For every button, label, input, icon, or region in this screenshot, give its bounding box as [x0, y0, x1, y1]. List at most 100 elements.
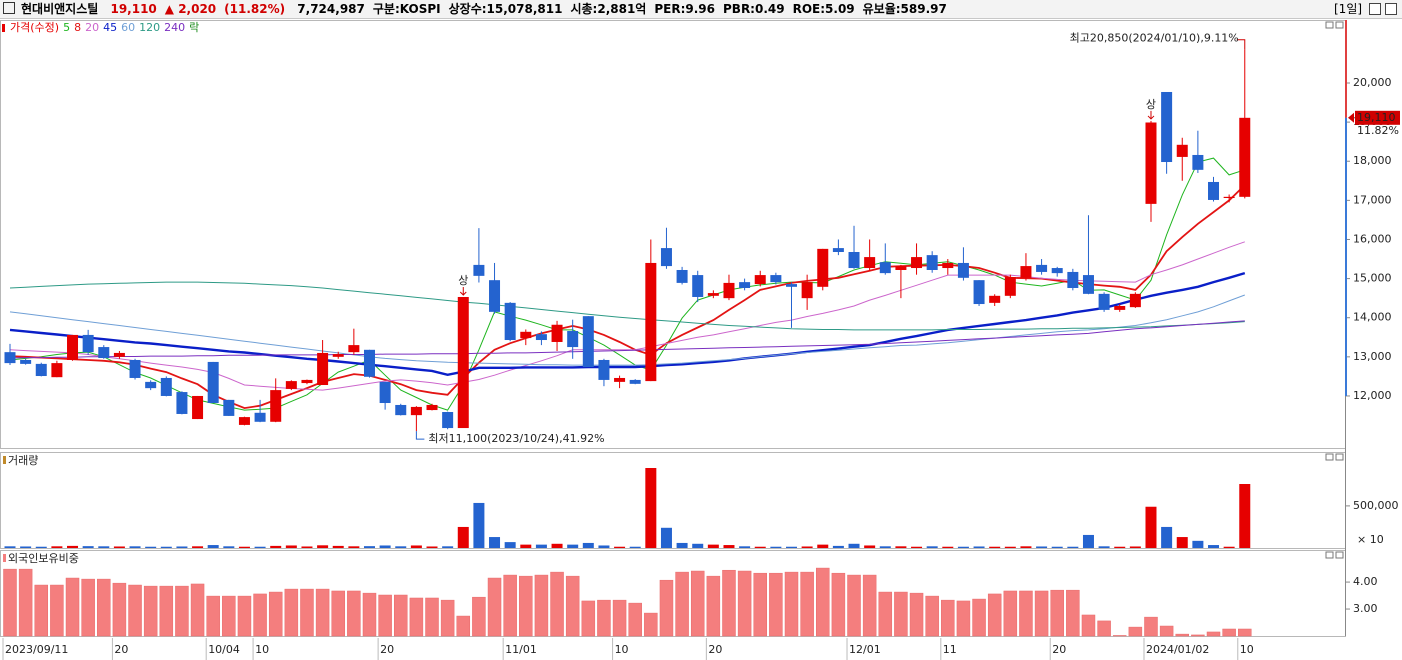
foreign-bar — [894, 591, 908, 637]
foreign-bar — [565, 575, 580, 637]
foreign-bar — [331, 590, 345, 637]
foreign-bar — [206, 595, 220, 637]
panel-title: 외국인보유비중 — [8, 552, 79, 565]
volume-panel — [0, 452, 1346, 549]
volume-bar — [254, 546, 266, 548]
candle-body — [707, 293, 719, 296]
x-tick-label: 10/04 — [208, 643, 240, 656]
candle-body — [4, 352, 16, 364]
volume-bar — [82, 546, 94, 548]
limit-up-mark: 상 — [458, 274, 468, 287]
legend-swatch — [2, 24, 5, 32]
volume-bar — [926, 546, 938, 548]
volume-bar — [848, 543, 860, 548]
volume-bar — [1208, 545, 1220, 548]
candle-body — [35, 363, 47, 377]
volume-bar — [145, 546, 157, 548]
candle-body — [1161, 91, 1173, 163]
foreign-bar — [1206, 631, 1221, 637]
y-tick-label: 4.00 — [1353, 575, 1378, 588]
volume-bar — [1051, 546, 1063, 548]
candle-body — [426, 404, 438, 411]
volume-bar — [692, 543, 704, 548]
candle-body — [629, 379, 641, 384]
candle-body — [926, 255, 938, 270]
last-price-box — [1355, 110, 1400, 125]
legend-item: 8 — [74, 21, 81, 34]
volume-bar — [301, 546, 313, 548]
panel-button — [1325, 551, 1334, 559]
foreign-bar — [347, 590, 361, 637]
pbr: PBR:0.49 — [723, 2, 785, 16]
legend-item: 120 — [139, 21, 160, 34]
candle-body — [1223, 196, 1235, 199]
legend-item: 45 — [103, 21, 117, 34]
foreign-bar — [175, 585, 189, 637]
foreign-bar — [50, 584, 64, 637]
candle-body — [864, 257, 876, 269]
foreign-bar — [753, 572, 767, 637]
volume-bar — [676, 542, 688, 548]
foreign-bar — [941, 599, 955, 637]
volume-bar — [129, 546, 141, 548]
volume-bar — [1176, 537, 1188, 548]
last-price-label: 19,110 — [1357, 111, 1396, 124]
candle-body — [113, 352, 125, 357]
candle-body — [567, 331, 579, 348]
foreign-bar — [143, 585, 158, 637]
close-button[interactable] — [1385, 3, 1397, 15]
candle-body — [895, 266, 907, 270]
candle-body — [973, 280, 985, 305]
legend-item: 5 — [63, 21, 70, 34]
y-tick-label: 500,000 — [1353, 499, 1399, 512]
candle-body — [832, 248, 844, 252]
low-note: 최저11,100(2023/10/24),41.92% — [428, 432, 604, 445]
moving-average-line — [9, 281, 1245, 331]
last-price-pointer — [1348, 112, 1354, 123]
y-tick-label: 17,000 — [1353, 193, 1392, 206]
volume-bar — [707, 544, 719, 548]
checkbox[interactable] — [3, 2, 15, 14]
volume-bar — [4, 546, 16, 548]
volume-bar — [473, 502, 485, 548]
foreign-bar — [909, 592, 924, 637]
volume-bar — [176, 546, 188, 548]
volume-bar — [1004, 546, 1016, 548]
volume-bar — [973, 546, 985, 548]
unit-label: × 10 — [1357, 533, 1384, 546]
foreign-bar — [675, 571, 689, 637]
volume-bar — [270, 545, 282, 548]
foreign-bar — [644, 612, 658, 637]
volume: 7,724,987 — [297, 2, 365, 16]
candle-body — [1036, 264, 1048, 272]
candle-body — [223, 399, 235, 416]
foreign-bar — [925, 595, 939, 637]
foreign-bar — [597, 599, 611, 637]
legend-item: 60 — [121, 21, 135, 34]
candle-body — [582, 316, 594, 368]
foreign-bar — [300, 588, 314, 637]
restore-button[interactable] — [1369, 3, 1381, 15]
last-change-label: 11.82% — [1357, 124, 1399, 137]
volume-bar — [113, 546, 125, 548]
foreign-bar — [1003, 590, 1018, 637]
volume-bar — [238, 546, 250, 548]
candle-body — [317, 352, 329, 386]
volume-bar — [426, 546, 438, 548]
x-tick-label: 2023/09/11 — [5, 643, 68, 656]
foreign-bar — [1050, 589, 1064, 637]
limit-up-arrow — [459, 286, 467, 296]
price: 19,110 — [110, 2, 157, 16]
volume-bar — [192, 546, 204, 548]
legend-swatch — [3, 456, 6, 464]
limit-up-arrow — [1147, 110, 1155, 120]
foreign-bar — [1175, 633, 1189, 637]
candle-body — [457, 296, 469, 429]
legend-item: 락 — [189, 21, 199, 34]
foreign-bar — [253, 593, 267, 637]
foreign-bar — [1159, 625, 1174, 637]
candle-body — [1020, 266, 1032, 278]
period-button[interactable]: [1일] — [1334, 2, 1363, 16]
volume-bar — [379, 545, 391, 548]
